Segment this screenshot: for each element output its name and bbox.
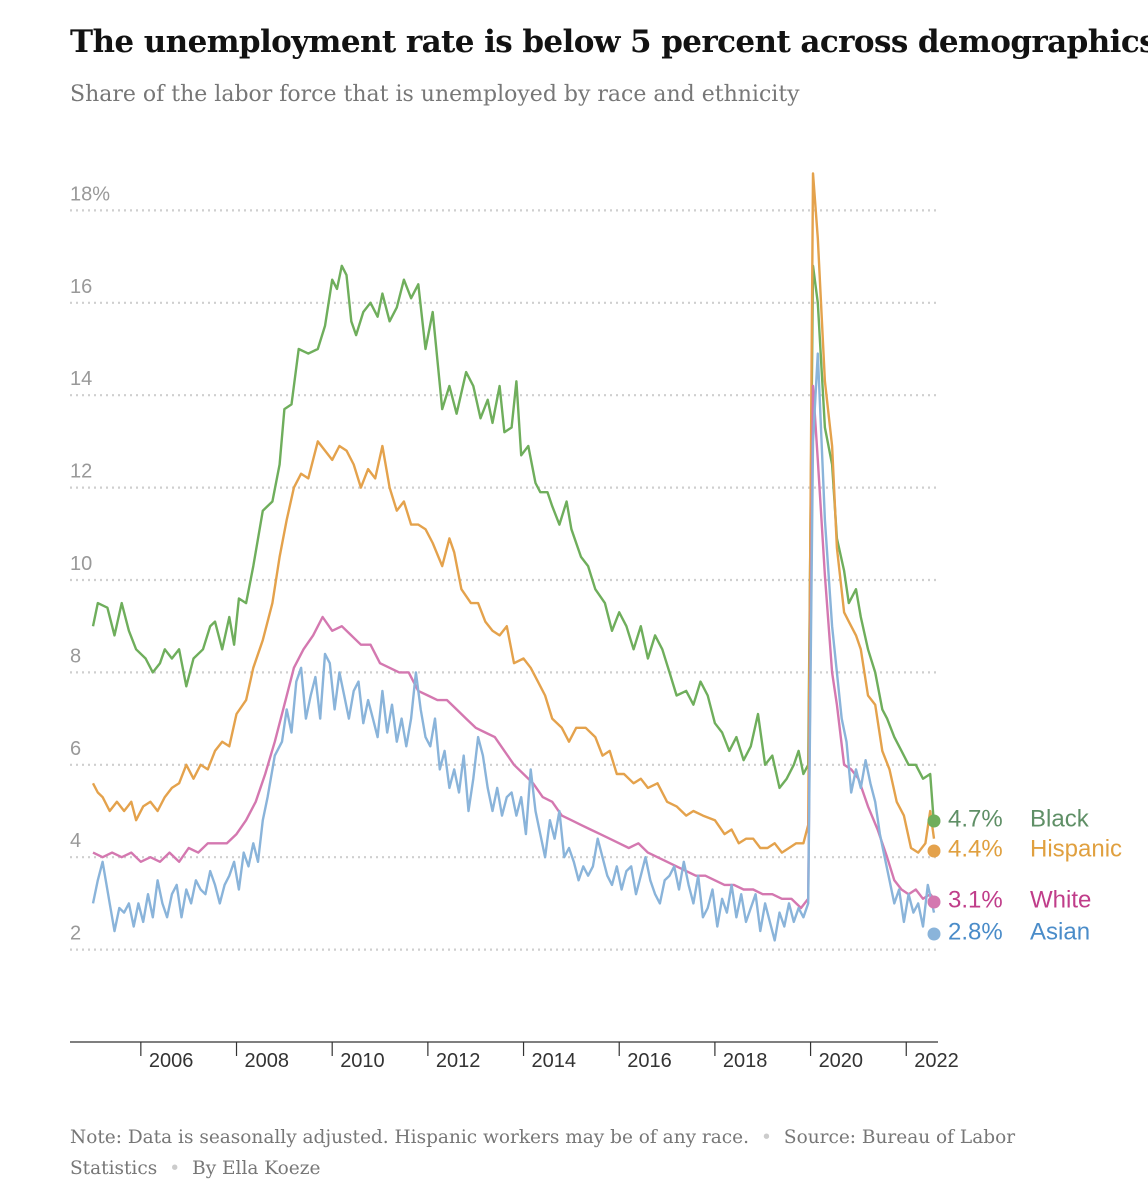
series-end-markers: 4.7% Black 4.4% Hispanic 3.1% White 2.8% Asian: [927, 805, 1122, 945]
footer-byline: By Ella Koeze: [192, 1158, 321, 1179]
series-line-asian: [91, 352, 936, 942]
x-tick-label: 2012: [436, 1050, 481, 1072]
footer-source-end: Statistics: [70, 1158, 158, 1179]
footer-source-start: Source: Bureau of Labor: [783, 1127, 1016, 1148]
end-value-hispanic: 4.4%: [948, 835, 1003, 862]
x-tick-label: 2014: [532, 1050, 577, 1072]
y-tick-label: 4: [70, 830, 81, 852]
y-tick-label: 14: [70, 368, 92, 390]
x-tick-label: 2010: [340, 1050, 385, 1072]
y-axis-ticks: 2 4 6 8 10 12 14 16 18%: [70, 183, 110, 944]
end-value-asian: 2.8%: [948, 918, 1003, 945]
end-marker-black: [927, 814, 941, 828]
series-lines: [91, 172, 936, 942]
end-marker-asian: [927, 927, 941, 941]
separator-dot: •: [169, 1158, 181, 1179]
end-value-white: 3.1%: [948, 886, 1003, 913]
series-name-black: Black: [1030, 805, 1090, 832]
x-tick-label: 2016: [627, 1050, 672, 1072]
series-line-black: [91, 264, 936, 825]
end-value-black: 4.7%: [948, 805, 1003, 832]
x-tick-label: 2022: [914, 1050, 959, 1072]
x-tick-label: 2020: [819, 1050, 864, 1072]
end-marker-white: [927, 895, 941, 909]
series-name-hispanic: Hispanic: [1030, 835, 1122, 862]
x-tick-label: 2008: [245, 1050, 290, 1072]
y-tick-label: 6: [70, 738, 81, 760]
y-tick-label: 8: [70, 645, 81, 667]
separator-dot: •: [761, 1127, 772, 1148]
chart-subtitle: Share of the labor force that is unemplo…: [70, 82, 800, 107]
y-tick-label: 16: [70, 276, 92, 298]
series-name-asian: Asian: [1030, 918, 1090, 945]
chart-title: The unemployment rate is below 5 percent…: [70, 24, 1148, 60]
y-tick-label: 10: [70, 553, 92, 575]
x-tick-label: 2006: [149, 1050, 194, 1072]
y-tick-label: 12: [70, 461, 92, 483]
x-tick-label: 2018: [723, 1050, 768, 1072]
y-tick-label: 2: [70, 923, 81, 945]
series-name-white: White: [1030, 886, 1091, 913]
end-marker-hispanic: [927, 844, 941, 858]
unemployment-line-chart: 2 4 6 8 10 12 14 16 18% 2006 2008 2010 2012 2014 2016…: [70, 172, 1122, 1072]
chart-footer: Note: Data is seasonally adjusted. Hispa…: [70, 1122, 1140, 1184]
x-axis: 2006 2008 2010 2012 2014 2016 2018 2020 2022: [70, 1041, 959, 1072]
y-tick-label: 18%: [70, 183, 110, 205]
gridlines: [70, 209, 938, 951]
series-line-white: [92, 384, 935, 910]
series-line-hispanic: [91, 172, 936, 854]
footer-note: Note: Data is seasonally adjusted. Hispa…: [70, 1127, 749, 1148]
